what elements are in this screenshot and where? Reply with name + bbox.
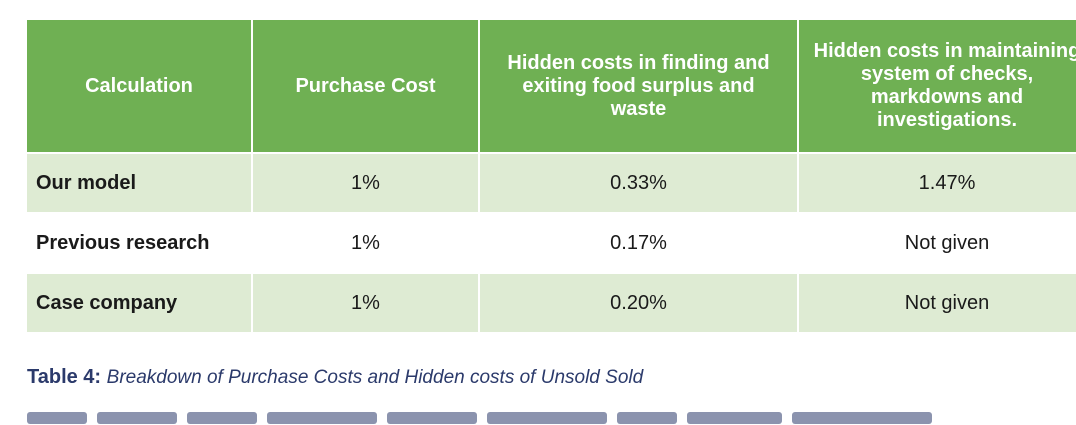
cell-purchase-cost: 1% bbox=[252, 153, 480, 214]
caption-label: Table 4: bbox=[27, 366, 102, 388]
caption-text: Breakdown of Purchase Costs and Hidden c… bbox=[106, 367, 644, 388]
cut-off-paragraph-line bbox=[27, 411, 957, 425]
cell-hidden-finding: 0.33% bbox=[479, 153, 799, 214]
cell-purchase-cost: 1% bbox=[252, 213, 480, 274]
header-calculation: Calculation bbox=[27, 20, 253, 154]
cell-purchase-cost: 1% bbox=[252, 273, 480, 334]
cell-hidden-finding: 0.17% bbox=[479, 213, 799, 274]
row-label: Our model bbox=[27, 153, 253, 214]
table-row: Case company 1% 0.20% Not given bbox=[27, 273, 1076, 334]
cost-breakdown-table: Calculation Purchase Cost Hidden costs i… bbox=[27, 20, 1076, 334]
row-label: Case company bbox=[27, 273, 253, 334]
header-hidden-costs-maintaining: Hidden costs in maintaining system of ch… bbox=[798, 20, 1076, 154]
table-caption: Table 4: Breakdown of Purchase Costs and… bbox=[27, 366, 643, 389]
cell-hidden-maintaining: Not given bbox=[798, 213, 1076, 274]
table-header-row: Calculation Purchase Cost Hidden costs i… bbox=[27, 20, 1076, 154]
table-row: Previous research 1% 0.17% Not given bbox=[27, 213, 1076, 274]
header-purchase-cost: Purchase Cost bbox=[252, 20, 480, 154]
cell-hidden-maintaining: Not given bbox=[798, 273, 1076, 334]
header-hidden-costs-finding: Hidden costs in finding and exiting food… bbox=[479, 20, 799, 154]
cell-hidden-maintaining: 1.47% bbox=[798, 153, 1076, 214]
table-row: Our model 1% 0.33% 1.47% bbox=[27, 153, 1076, 214]
cell-hidden-finding: 0.20% bbox=[479, 273, 799, 334]
row-label: Previous research bbox=[27, 213, 253, 274]
